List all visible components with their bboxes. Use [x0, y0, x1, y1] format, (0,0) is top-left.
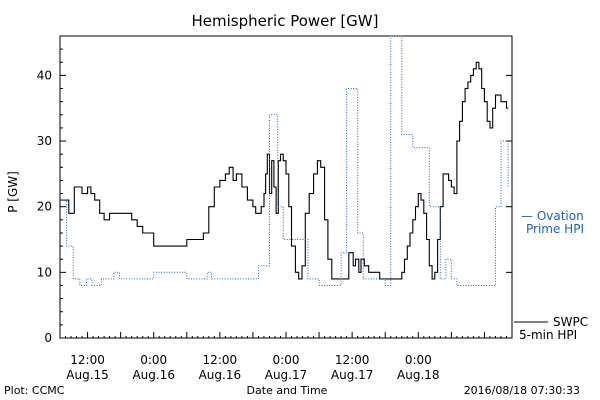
x-tick-date: Aug.16	[132, 368, 175, 382]
y-tick-label: 10	[37, 265, 52, 279]
legend-ovation-line2: Prime HPI	[526, 222, 584, 236]
x-tick-time: 0:00	[140, 353, 167, 367]
x-tick-date: Aug.18	[397, 368, 440, 382]
series-layer	[60, 35, 509, 286]
x-tick-time: 0:00	[273, 353, 300, 367]
x-tick-date: Aug.17	[331, 368, 374, 382]
series-swpc-hpi-line	[60, 61, 509, 280]
series-ovation-prime-line	[60, 35, 509, 286]
legend-swpc-line2: 5-min HPI	[519, 328, 577, 342]
y-tick-label: 0	[44, 331, 52, 345]
x-tick-date: Aug.17	[265, 368, 308, 382]
x-axis-label: Date and Time	[247, 384, 328, 397]
y-axis: 0 10 20 30 40	[37, 48, 512, 345]
y-axis-label: P [GW]	[6, 171, 20, 213]
legend-swpc-line1: SWPC	[553, 315, 588, 329]
x-tick-time: 0:00	[405, 353, 432, 367]
y-tick-label: 40	[37, 68, 52, 82]
x-tick-time: 12:00	[70, 353, 105, 367]
legend-ovation-line1: — Ovation	[521, 209, 584, 223]
y-tick-label: 20	[37, 200, 52, 214]
x-tick-time: 12:00	[203, 353, 238, 367]
x-tick-date: Aug.15	[66, 368, 109, 382]
x-tick-time: 12:00	[335, 353, 370, 367]
x-axis: 12:00Aug.150:00Aug.1612:00Aug.160:00Aug.…	[59, 332, 513, 382]
x-tick-date: Aug.16	[199, 368, 242, 382]
footer-left: Plot: CCMC	[4, 384, 65, 397]
footer-right: 2016/08/18 07:30:33	[464, 384, 580, 397]
y-tick-label: 30	[37, 134, 52, 148]
plot-frame	[59, 35, 513, 339]
chart-title: Hemispheric Power [GW]	[192, 12, 379, 30]
